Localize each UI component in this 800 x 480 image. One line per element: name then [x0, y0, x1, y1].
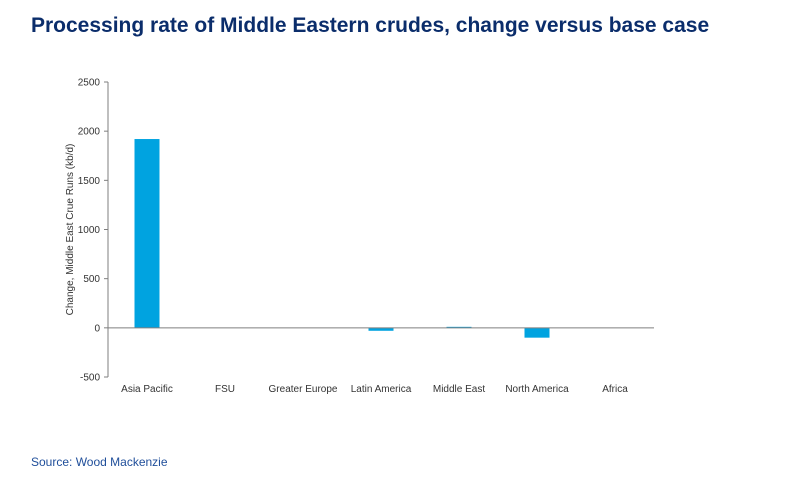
y-axis-title: Change, Middle East Crue Runs (kb/d) [65, 144, 76, 316]
y-tick-label: 2000 [78, 127, 101, 138]
x-tick-label: Middle East [433, 384, 485, 395]
bar-latin-america [368, 327, 394, 331]
x-tick-label: North America [505, 384, 569, 395]
y-tick-label: 2500 [78, 78, 101, 89]
y-tick-label: 1500 [78, 176, 101, 187]
chart-title: Processing rate of Middle Eastern crudes… [31, 14, 710, 37]
x-tick-label: Asia Pacific [121, 384, 173, 395]
bars [134, 139, 550, 338]
bar-north-america [524, 327, 550, 338]
x-tick-label: FSU [215, 384, 235, 395]
category-labels: Asia Pacific FSU Greater Europe Latin Ameri… [121, 384, 628, 395]
x-tick-label: Latin America [351, 384, 412, 395]
y-tick-label: -500 [80, 373, 100, 384]
y-tick-label: 1000 [78, 225, 101, 236]
y-tick-label: 500 [83, 274, 100, 285]
y-axis: -500 0 500 1000 1500 2000 2500 [78, 78, 109, 384]
y-tick-label: 0 [94, 323, 100, 334]
source-note: Source: Wood Mackenzie [31, 455, 168, 469]
bar-asia-pacific [134, 139, 160, 328]
x-tick-label: Greater Europe [269, 384, 338, 395]
x-tick-label: Africa [602, 384, 628, 395]
